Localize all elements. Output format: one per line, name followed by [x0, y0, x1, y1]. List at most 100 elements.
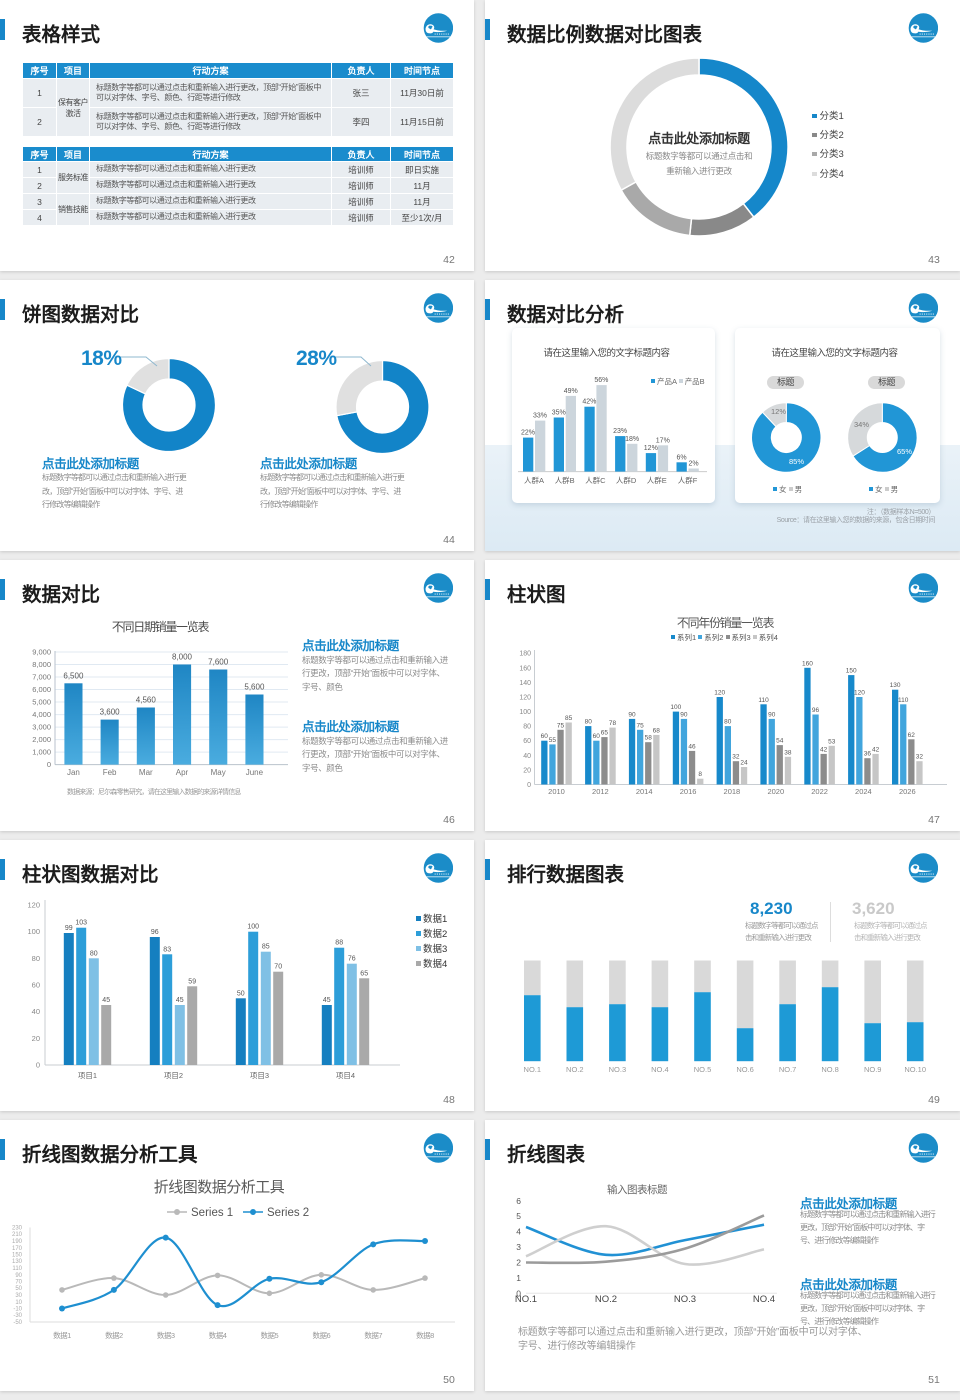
svg-text:人群E: 人群E [647, 475, 667, 485]
svg-text:103: 103 [75, 920, 87, 927]
svg-text:3: 3 [516, 1242, 521, 1252]
svg-text:June: June [246, 768, 264, 777]
svg-text:0: 0 [36, 1061, 40, 1070]
svg-text:数据5: 数据5 [261, 1330, 279, 1340]
svg-text:62: 62 [908, 732, 916, 739]
svg-text:0: 0 [527, 782, 531, 789]
svg-text:42%: 42% [582, 399, 596, 406]
svg-text:9,000: 9,000 [32, 648, 51, 657]
svg-text:68: 68 [653, 727, 661, 734]
svg-text:Apr: Apr [176, 768, 189, 777]
svg-text:88: 88 [335, 940, 343, 947]
svg-text:80: 80 [523, 724, 531, 731]
svg-text:6,000: 6,000 [32, 685, 51, 694]
svg-text:-10: -10 [13, 1307, 22, 1313]
svg-text:NO.4: NO.4 [753, 1294, 775, 1305]
svg-text:180: 180 [519, 651, 531, 658]
svg-text:42: 42 [820, 746, 828, 753]
svg-text:人群C: 人群C [585, 475, 606, 485]
svg-text:35%: 35% [552, 410, 566, 417]
svg-text:120: 120 [854, 690, 865, 697]
svg-text:8,000: 8,000 [172, 653, 193, 662]
svg-text:150: 150 [12, 1253, 23, 1259]
svg-text:230: 230 [12, 1226, 23, 1232]
svg-text:60: 60 [593, 733, 601, 740]
svg-text:2012: 2012 [592, 787, 609, 796]
svg-text:7,600: 7,600 [208, 658, 229, 667]
svg-text:1: 1 [516, 1273, 521, 1283]
svg-text:Mar: Mar [139, 768, 153, 777]
svg-text:NO.10: NO.10 [904, 1065, 926, 1074]
svg-text:2018: 2018 [724, 787, 741, 796]
svg-text:18%: 18% [625, 436, 639, 443]
svg-text:100: 100 [27, 927, 40, 936]
svg-text:65: 65 [601, 730, 609, 737]
svg-text:45: 45 [176, 997, 184, 1004]
svg-text:34%: 34% [854, 420, 869, 429]
svg-text:NO.3: NO.3 [609, 1065, 627, 1074]
svg-text:75: 75 [557, 722, 565, 729]
svg-text:56%: 56% [594, 377, 608, 384]
svg-text:数据8: 数据8 [416, 1330, 434, 1340]
svg-text:人群B: 人群B [555, 475, 575, 485]
svg-text:0: 0 [516, 1288, 521, 1298]
svg-text:140: 140 [519, 680, 531, 687]
svg-text:80: 80 [585, 719, 593, 726]
svg-text:75: 75 [636, 722, 644, 729]
svg-text:60: 60 [32, 981, 40, 990]
svg-text:1,000: 1,000 [32, 748, 51, 757]
svg-text:4,560: 4,560 [136, 696, 157, 705]
svg-text:人群F: 人群F [678, 475, 698, 485]
svg-text:110: 110 [898, 697, 909, 704]
svg-text:NO.1: NO.1 [515, 1294, 537, 1305]
svg-text:130: 130 [890, 682, 901, 689]
svg-text:项目4: 项目4 [336, 1071, 355, 1080]
svg-text:2010: 2010 [548, 787, 565, 796]
svg-text:120: 120 [27, 901, 40, 910]
svg-text:8: 8 [698, 771, 702, 778]
svg-text:85: 85 [262, 944, 270, 951]
svg-text:90: 90 [680, 711, 688, 718]
svg-text:7,000: 7,000 [32, 673, 51, 682]
svg-text:170: 170 [12, 1246, 23, 1252]
svg-text:5,000: 5,000 [32, 698, 51, 707]
svg-text:190: 190 [12, 1239, 23, 1245]
svg-text:6,500: 6,500 [63, 671, 84, 680]
svg-text:60: 60 [541, 733, 549, 740]
svg-text:40: 40 [32, 1007, 40, 1016]
svg-text:50: 50 [15, 1286, 22, 1292]
svg-text:NO.5: NO.5 [694, 1065, 712, 1074]
svg-text:90: 90 [768, 711, 776, 718]
svg-text:NO.2: NO.2 [595, 1294, 617, 1305]
svg-text:53: 53 [828, 738, 836, 745]
svg-text:130: 130 [12, 1259, 23, 1265]
svg-text:数据7: 数据7 [364, 1330, 382, 1340]
svg-text:Series 2: Series 2 [267, 1207, 309, 1219]
svg-text:17%: 17% [656, 437, 670, 444]
svg-text:160: 160 [802, 660, 813, 667]
svg-text:65%: 65% [897, 447, 912, 456]
svg-text:90: 90 [628, 711, 636, 718]
svg-text:2%: 2% [688, 461, 698, 468]
svg-text:人群D: 人群D [616, 475, 637, 485]
svg-text:46: 46 [688, 743, 696, 750]
svg-text:70: 70 [15, 1280, 22, 1286]
svg-text:项目3: 项目3 [250, 1071, 269, 1080]
svg-text:36: 36 [864, 751, 872, 758]
svg-text:数据6: 数据6 [312, 1330, 330, 1340]
svg-text:项目1: 项目1 [78, 1071, 97, 1080]
svg-text:60: 60 [523, 738, 531, 745]
svg-text:项目2: 项目2 [164, 1071, 183, 1080]
svg-text:49%: 49% [564, 388, 578, 395]
svg-text:210: 210 [12, 1232, 23, 1238]
svg-text:99: 99 [65, 925, 73, 932]
svg-text:数据1: 数据1 [53, 1330, 71, 1340]
svg-text:5: 5 [516, 1211, 521, 1221]
svg-text:22%: 22% [521, 430, 535, 437]
svg-text:76: 76 [348, 956, 356, 963]
svg-text:150: 150 [846, 668, 857, 675]
svg-text:May: May [211, 768, 226, 777]
svg-text:NO.4: NO.4 [651, 1065, 669, 1074]
svg-text:6%: 6% [676, 454, 686, 461]
svg-text:数据2: 数据2 [105, 1330, 123, 1340]
